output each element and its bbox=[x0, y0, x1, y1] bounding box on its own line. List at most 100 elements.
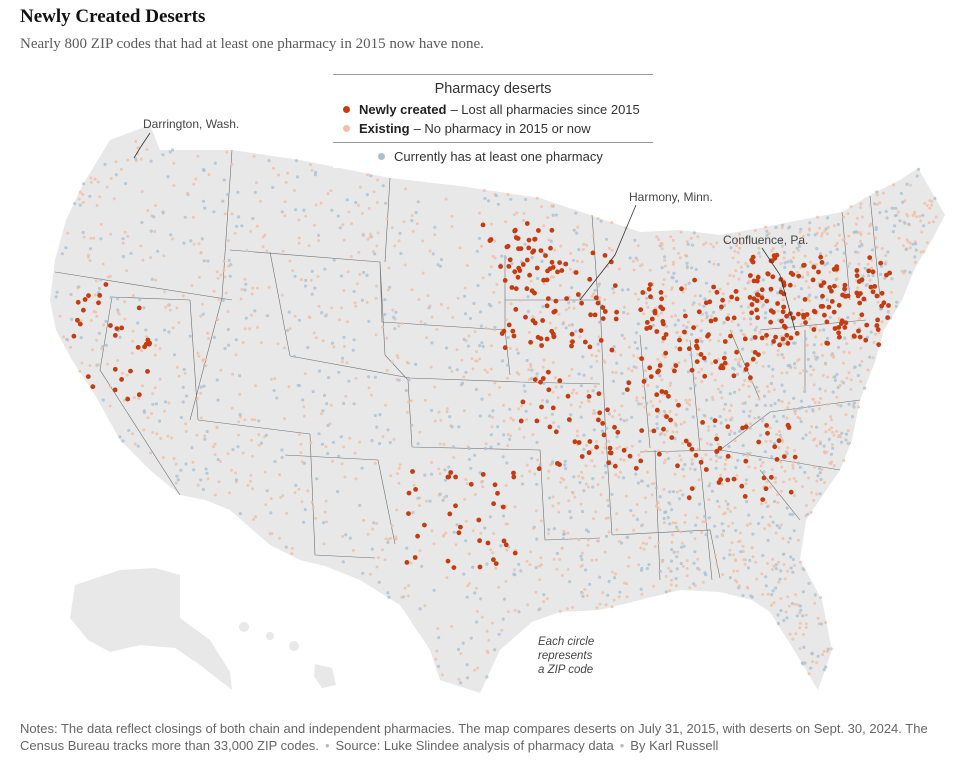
pharmacy-dot bbox=[757, 251, 761, 255]
existing-desert-dot bbox=[769, 439, 773, 443]
newly-created-desert-dot bbox=[698, 352, 704, 357]
harmony-leader-line bbox=[579, 204, 637, 301]
existing-desert-dot bbox=[786, 406, 790, 410]
existing-desert-dot bbox=[806, 270, 810, 274]
pharmacy-dot bbox=[664, 590, 668, 594]
existing-desert-dot bbox=[906, 240, 910, 244]
pharmacy-dot bbox=[922, 224, 926, 228]
existing-desert-dot bbox=[212, 289, 216, 293]
newly-created-desert-dot bbox=[749, 302, 755, 307]
pharmacy-dot bbox=[779, 287, 783, 291]
existing-desert-dot bbox=[830, 430, 834, 434]
pharmacy-dot bbox=[294, 208, 298, 212]
existing-desert-dot bbox=[732, 274, 736, 278]
existing-desert-dot bbox=[392, 437, 396, 441]
pharmacy-dot bbox=[526, 295, 530, 299]
existing-desert-dot bbox=[741, 550, 745, 553]
pharmacy-dot bbox=[257, 419, 261, 423]
newly-created-desert-dot bbox=[870, 269, 876, 275]
pharmacy-dot bbox=[524, 409, 528, 413]
pharmacy-dot bbox=[797, 461, 801, 465]
existing-desert-dot bbox=[669, 583, 673, 587]
existing-desert-dot bbox=[481, 276, 485, 280]
pharmacy-dot bbox=[818, 492, 822, 496]
existing-desert-dot bbox=[131, 329, 135, 333]
existing-desert-dot bbox=[656, 449, 660, 453]
existing-desert-dot bbox=[381, 548, 384, 552]
existing-desert-dot bbox=[533, 472, 537, 476]
pharmacy-dot bbox=[445, 346, 449, 350]
pharmacy-dot bbox=[560, 385, 564, 389]
existing-desert-dot bbox=[868, 278, 872, 282]
pharmacy-dot bbox=[367, 319, 371, 323]
pharmacy-dot bbox=[651, 323, 655, 327]
existing-desert-dot bbox=[367, 207, 371, 210]
existing-desert-dot bbox=[494, 566, 498, 570]
pharmacy-dot bbox=[921, 213, 925, 217]
newly-created-desert-dot bbox=[786, 425, 792, 430]
existing-desert-dot bbox=[610, 605, 614, 609]
pharmacy-dot bbox=[488, 515, 492, 519]
pharmacy-dot bbox=[829, 250, 833, 254]
existing-desert-dot bbox=[400, 322, 404, 325]
existing-desert-dot bbox=[848, 261, 852, 265]
pharmacy-dot bbox=[365, 193, 369, 197]
existing-desert-dot bbox=[576, 225, 580, 229]
existing-desert-dot bbox=[919, 219, 923, 223]
existing-desert-dot bbox=[650, 493, 654, 497]
existing-desert-dot bbox=[824, 422, 828, 426]
newly-created-desert-dot bbox=[759, 295, 765, 301]
existing-desert-dot bbox=[892, 183, 896, 187]
existing-desert-dot bbox=[542, 282, 546, 286]
pharmacy-dot bbox=[491, 409, 495, 413]
existing-desert-dot bbox=[782, 480, 785, 484]
existing-desert-dot bbox=[493, 239, 497, 243]
existing-desert-dot bbox=[737, 540, 740, 544]
existing-desert-dot bbox=[81, 192, 85, 196]
existing-desert-dot bbox=[812, 498, 816, 502]
pharmacy-dot bbox=[428, 499, 432, 503]
newly-created-desert-dot bbox=[569, 343, 574, 349]
pharmacy-dot bbox=[320, 311, 324, 315]
pharmacy-dot bbox=[591, 389, 595, 393]
newly-created-desert-dot bbox=[453, 503, 458, 509]
existing-desert-dot bbox=[761, 593, 765, 596]
existing-desert-dot bbox=[385, 217, 389, 221]
existing-desert-dot bbox=[581, 476, 585, 480]
pharmacy-dot bbox=[772, 441, 777, 446]
existing-desert-dot bbox=[404, 187, 408, 191]
newly-created-desert-dot bbox=[666, 393, 671, 399]
pharmacy-dot bbox=[427, 306, 431, 310]
existing-desert-dot bbox=[793, 412, 797, 416]
pharmacy-dot bbox=[776, 621, 781, 626]
existing-desert-dot bbox=[674, 398, 678, 402]
existing-desert-dot bbox=[230, 468, 234, 472]
existing-desert-dot bbox=[807, 672, 811, 676]
pharmacy-dot bbox=[468, 316, 472, 321]
pharmacy-dot bbox=[597, 320, 602, 324]
pharmacy-dot bbox=[673, 437, 677, 441]
existing-desert-dot bbox=[109, 176, 113, 180]
pharmacy-dot bbox=[813, 593, 817, 597]
existing-desert-dot bbox=[554, 326, 558, 330]
existing-desert-dot bbox=[604, 516, 608, 520]
existing-desert-dot bbox=[835, 241, 839, 245]
newly-created-desert-dot bbox=[879, 290, 885, 296]
pharmacy-dot bbox=[699, 329, 703, 333]
existing-desert-dot bbox=[549, 275, 553, 279]
pharmacy-dot bbox=[714, 453, 718, 457]
newly-created-desert-dot bbox=[511, 333, 517, 339]
existing-desert-dot bbox=[219, 460, 222, 463]
existing-desert-dot bbox=[375, 284, 379, 288]
pharmacy-dot bbox=[704, 311, 708, 315]
existing-desert-dot bbox=[403, 263, 407, 267]
existing-desert-dot bbox=[665, 429, 669, 433]
pharmacy-dot bbox=[459, 681, 463, 685]
existing-desert-dot bbox=[788, 477, 792, 481]
confluence-leader-line bbox=[761, 247, 796, 331]
pharmacy-dot bbox=[360, 466, 364, 470]
pharmacy-dot bbox=[323, 267, 327, 271]
pharmacy-dot bbox=[756, 241, 760, 245]
pharmacy-dot bbox=[228, 274, 232, 278]
newly-created-desert-dot bbox=[857, 334, 863, 340]
